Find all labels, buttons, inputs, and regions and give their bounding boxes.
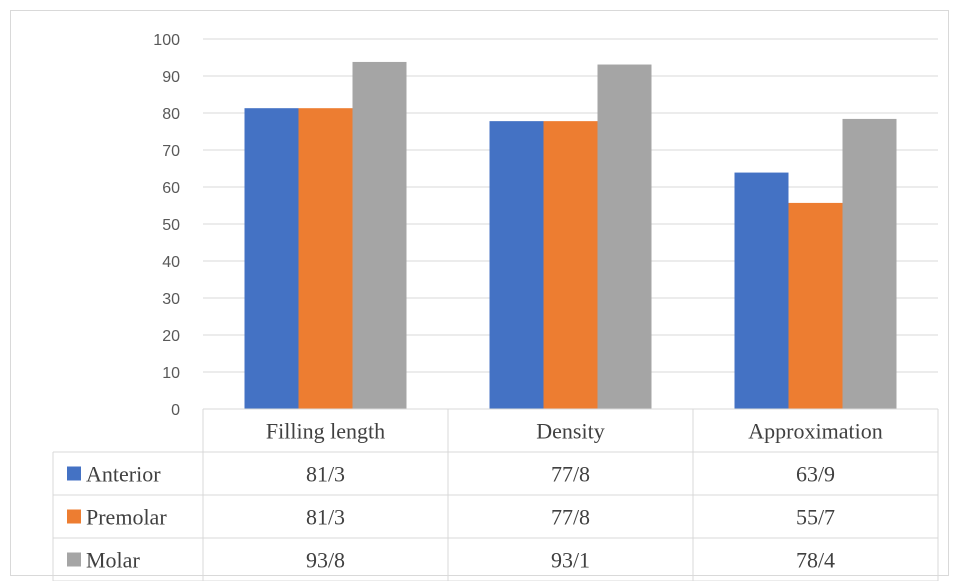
y-tick-label: 50	[162, 217, 180, 234]
y-tick-label: 100	[153, 32, 180, 49]
bar-anterior-2	[734, 172, 789, 409]
y-tick-label: 90	[162, 69, 180, 86]
data-label: 55/7	[796, 505, 835, 530]
data-label: 93/8	[306, 548, 345, 573]
legend-key-molar	[67, 552, 81, 567]
bar-anterior-0	[244, 108, 299, 409]
y-tick-label: 80	[162, 106, 180, 123]
bar-premolar-1	[543, 121, 598, 409]
data-label: 93/1	[551, 548, 590, 573]
legend-key-premolar	[67, 509, 81, 524]
bar-anterior-1	[489, 121, 544, 409]
legend-label-anterior: Anterior	[86, 462, 161, 487]
y-tick-label: 30	[162, 291, 180, 308]
category-label: Approximation	[748, 419, 882, 444]
bar-premolar-0	[298, 108, 353, 409]
category-label: Density	[536, 419, 604, 444]
legend-label-molar: Molar	[86, 548, 140, 573]
data-label: 81/3	[306, 505, 345, 530]
data-label: 81/3	[306, 462, 345, 487]
y-tick-label: 70	[162, 143, 180, 160]
legend-label-premolar: Premolar	[86, 505, 167, 530]
bar-premolar-2	[788, 202, 843, 409]
y-tick-label: 0	[171, 402, 180, 419]
y-tick-label: 40	[162, 254, 180, 271]
data-label: 63/9	[796, 462, 835, 487]
y-tick-label: 60	[162, 180, 180, 197]
data-label: 78/4	[796, 548, 835, 573]
data-label: 77/8	[551, 462, 590, 487]
data-label: 77/8	[551, 505, 590, 530]
legend-key-anterior	[67, 466, 81, 481]
category-label: Filling length	[266, 419, 385, 444]
y-tick-label: 20	[162, 328, 180, 345]
bar-molar-1	[597, 64, 652, 409]
bar-molar-0	[352, 61, 407, 409]
y-tick-label: 10	[162, 365, 180, 382]
bar-molar-2	[842, 118, 897, 410]
